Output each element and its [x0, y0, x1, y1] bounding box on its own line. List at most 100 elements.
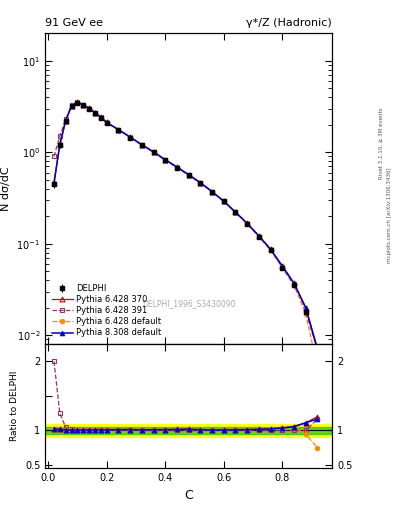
Pythia 6.428 370	[292, 280, 296, 286]
Pythia 6.428 391	[99, 114, 103, 120]
Pythia 8.308 default	[87, 105, 92, 112]
Pythia 6.428 default	[174, 164, 179, 170]
Pythia 6.428 default	[151, 149, 156, 155]
Pythia 6.428 391	[174, 164, 179, 170]
Pythia 6.428 391	[315, 347, 320, 353]
Text: Rivet 3.1.10, ≥ 3M events: Rivet 3.1.10, ≥ 3M events	[379, 108, 384, 179]
Pythia 8.308 default	[57, 141, 62, 147]
Pythia 6.428 default	[292, 280, 296, 286]
Text: 91 GeV ee: 91 GeV ee	[45, 18, 103, 28]
Pythia 6.428 default	[51, 180, 56, 186]
Pythia 6.428 default	[315, 364, 320, 370]
Pythia 6.428 370	[186, 172, 191, 178]
Pythia 8.308 default	[186, 172, 191, 178]
Pythia 8.308 default	[51, 180, 56, 186]
Pythia 6.428 370	[280, 263, 285, 269]
Pythia 6.428 default	[81, 101, 86, 108]
Pythia 6.428 391	[268, 247, 273, 253]
Pythia 8.308 default	[174, 164, 179, 170]
Pythia 6.428 370	[63, 118, 68, 124]
Text: mcplots.cern.ch [arXiv:1306.3436]: mcplots.cern.ch [arXiv:1306.3436]	[387, 167, 391, 263]
Pythia 8.308 default	[210, 188, 215, 195]
Pythia 8.308 default	[280, 263, 285, 269]
Pythia 6.428 370	[233, 209, 238, 215]
Pythia 6.428 391	[104, 120, 109, 126]
Text: DELPHI_1996_S3430090: DELPHI_1996_S3430090	[142, 299, 235, 308]
Legend: DELPHI, Pythia 6.428 370, Pythia 6.428 391, Pythia 6.428 default, Pythia 8.308 d: DELPHI, Pythia 6.428 370, Pythia 6.428 3…	[50, 282, 164, 340]
Pythia 8.308 default	[116, 126, 121, 133]
Pythia 8.308 default	[151, 149, 156, 155]
Pythia 8.308 default	[93, 110, 97, 116]
Pythia 6.428 default	[245, 220, 250, 226]
Pythia 6.428 370	[315, 345, 320, 351]
Pythia 8.308 default	[315, 347, 320, 353]
Pythia 6.428 391	[75, 99, 80, 105]
Pythia 6.428 default	[63, 118, 68, 124]
Pythia 6.428 default	[198, 180, 203, 186]
Pythia 6.428 default	[303, 311, 308, 317]
Pythia 6.428 default	[57, 141, 62, 147]
Pythia 8.308 default	[81, 101, 86, 108]
Pythia 6.428 default	[233, 209, 238, 215]
Line: Pythia 6.428 default: Pythia 6.428 default	[51, 100, 320, 370]
Pythia 8.308 default	[257, 233, 261, 239]
Pythia 8.308 default	[128, 134, 132, 140]
Text: γ*/Z (Hadronic): γ*/Z (Hadronic)	[246, 18, 332, 28]
Pythia 6.428 391	[116, 127, 121, 133]
Pythia 6.428 391	[69, 102, 74, 109]
Pythia 8.308 default	[303, 305, 308, 311]
Pythia 6.428 391	[81, 102, 86, 108]
Bar	[45, 423, 332, 437]
Pythia 6.428 default	[140, 142, 144, 148]
Pythia 6.428 370	[140, 142, 144, 148]
Pythia 8.308 default	[292, 280, 296, 286]
Line: Pythia 6.428 370: Pythia 6.428 370	[51, 100, 320, 351]
Pythia 6.428 391	[163, 157, 167, 163]
Pythia 8.308 default	[163, 157, 167, 163]
Pythia 6.428 370	[57, 141, 62, 147]
Pythia 6.428 391	[128, 134, 132, 140]
Pythia 8.308 default	[63, 118, 68, 124]
Pythia 6.428 370	[75, 99, 80, 105]
Pythia 6.428 default	[186, 172, 191, 178]
Pythia 6.428 391	[140, 142, 144, 148]
Pythia 6.428 default	[93, 110, 97, 116]
Pythia 6.428 391	[198, 180, 203, 186]
Pythia 6.428 370	[210, 188, 215, 195]
Pythia 6.428 default	[128, 134, 132, 140]
Pythia 8.308 default	[104, 119, 109, 125]
Pythia 8.308 default	[75, 99, 80, 105]
Pythia 6.428 default	[87, 105, 92, 112]
Bar	[45, 427, 332, 434]
Pythia 6.428 default	[104, 119, 109, 125]
Line: Pythia 8.308 default: Pythia 8.308 default	[51, 100, 320, 352]
Pythia 6.428 default	[210, 188, 215, 195]
Pythia 6.428 370	[99, 114, 103, 120]
Pythia 6.428 default	[163, 157, 167, 163]
Pythia 6.428 391	[257, 233, 261, 240]
Pythia 8.308 default	[99, 114, 103, 120]
Pythia 6.428 391	[51, 154, 56, 160]
Pythia 6.428 370	[69, 103, 74, 109]
Pythia 6.428 370	[93, 110, 97, 116]
Pythia 6.428 370	[51, 180, 56, 186]
X-axis label: C: C	[184, 489, 193, 502]
Pythia 6.428 391	[210, 189, 215, 195]
Pythia 6.428 default	[268, 246, 273, 252]
Pythia 8.308 default	[233, 209, 238, 215]
Pythia 6.428 default	[221, 198, 226, 204]
Pythia 6.428 370	[221, 198, 226, 204]
Pythia 6.428 391	[63, 116, 68, 122]
Pythia 6.428 391	[87, 105, 92, 112]
Pythia 6.428 370	[163, 157, 167, 163]
Pythia 6.428 391	[221, 199, 226, 205]
Pythia 6.428 370	[268, 246, 273, 252]
Pythia 8.308 default	[245, 220, 250, 226]
Pythia 6.428 370	[81, 101, 86, 108]
Pythia 6.428 391	[303, 309, 308, 315]
Pythia 6.428 default	[69, 103, 74, 109]
Pythia 6.428 370	[245, 220, 250, 226]
Pythia 6.428 370	[303, 305, 308, 311]
Pythia 6.428 370	[198, 180, 203, 186]
Pythia 6.428 default	[257, 233, 261, 239]
